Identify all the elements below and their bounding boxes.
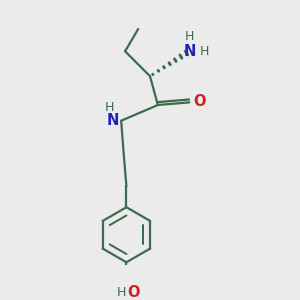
Text: H: H <box>105 101 115 114</box>
Text: N: N <box>183 44 196 59</box>
Text: H: H <box>117 286 126 299</box>
Text: N: N <box>106 113 118 128</box>
Text: O: O <box>193 94 206 109</box>
Text: O: O <box>128 285 140 300</box>
Text: H: H <box>199 45 209 58</box>
Text: H: H <box>184 30 194 43</box>
